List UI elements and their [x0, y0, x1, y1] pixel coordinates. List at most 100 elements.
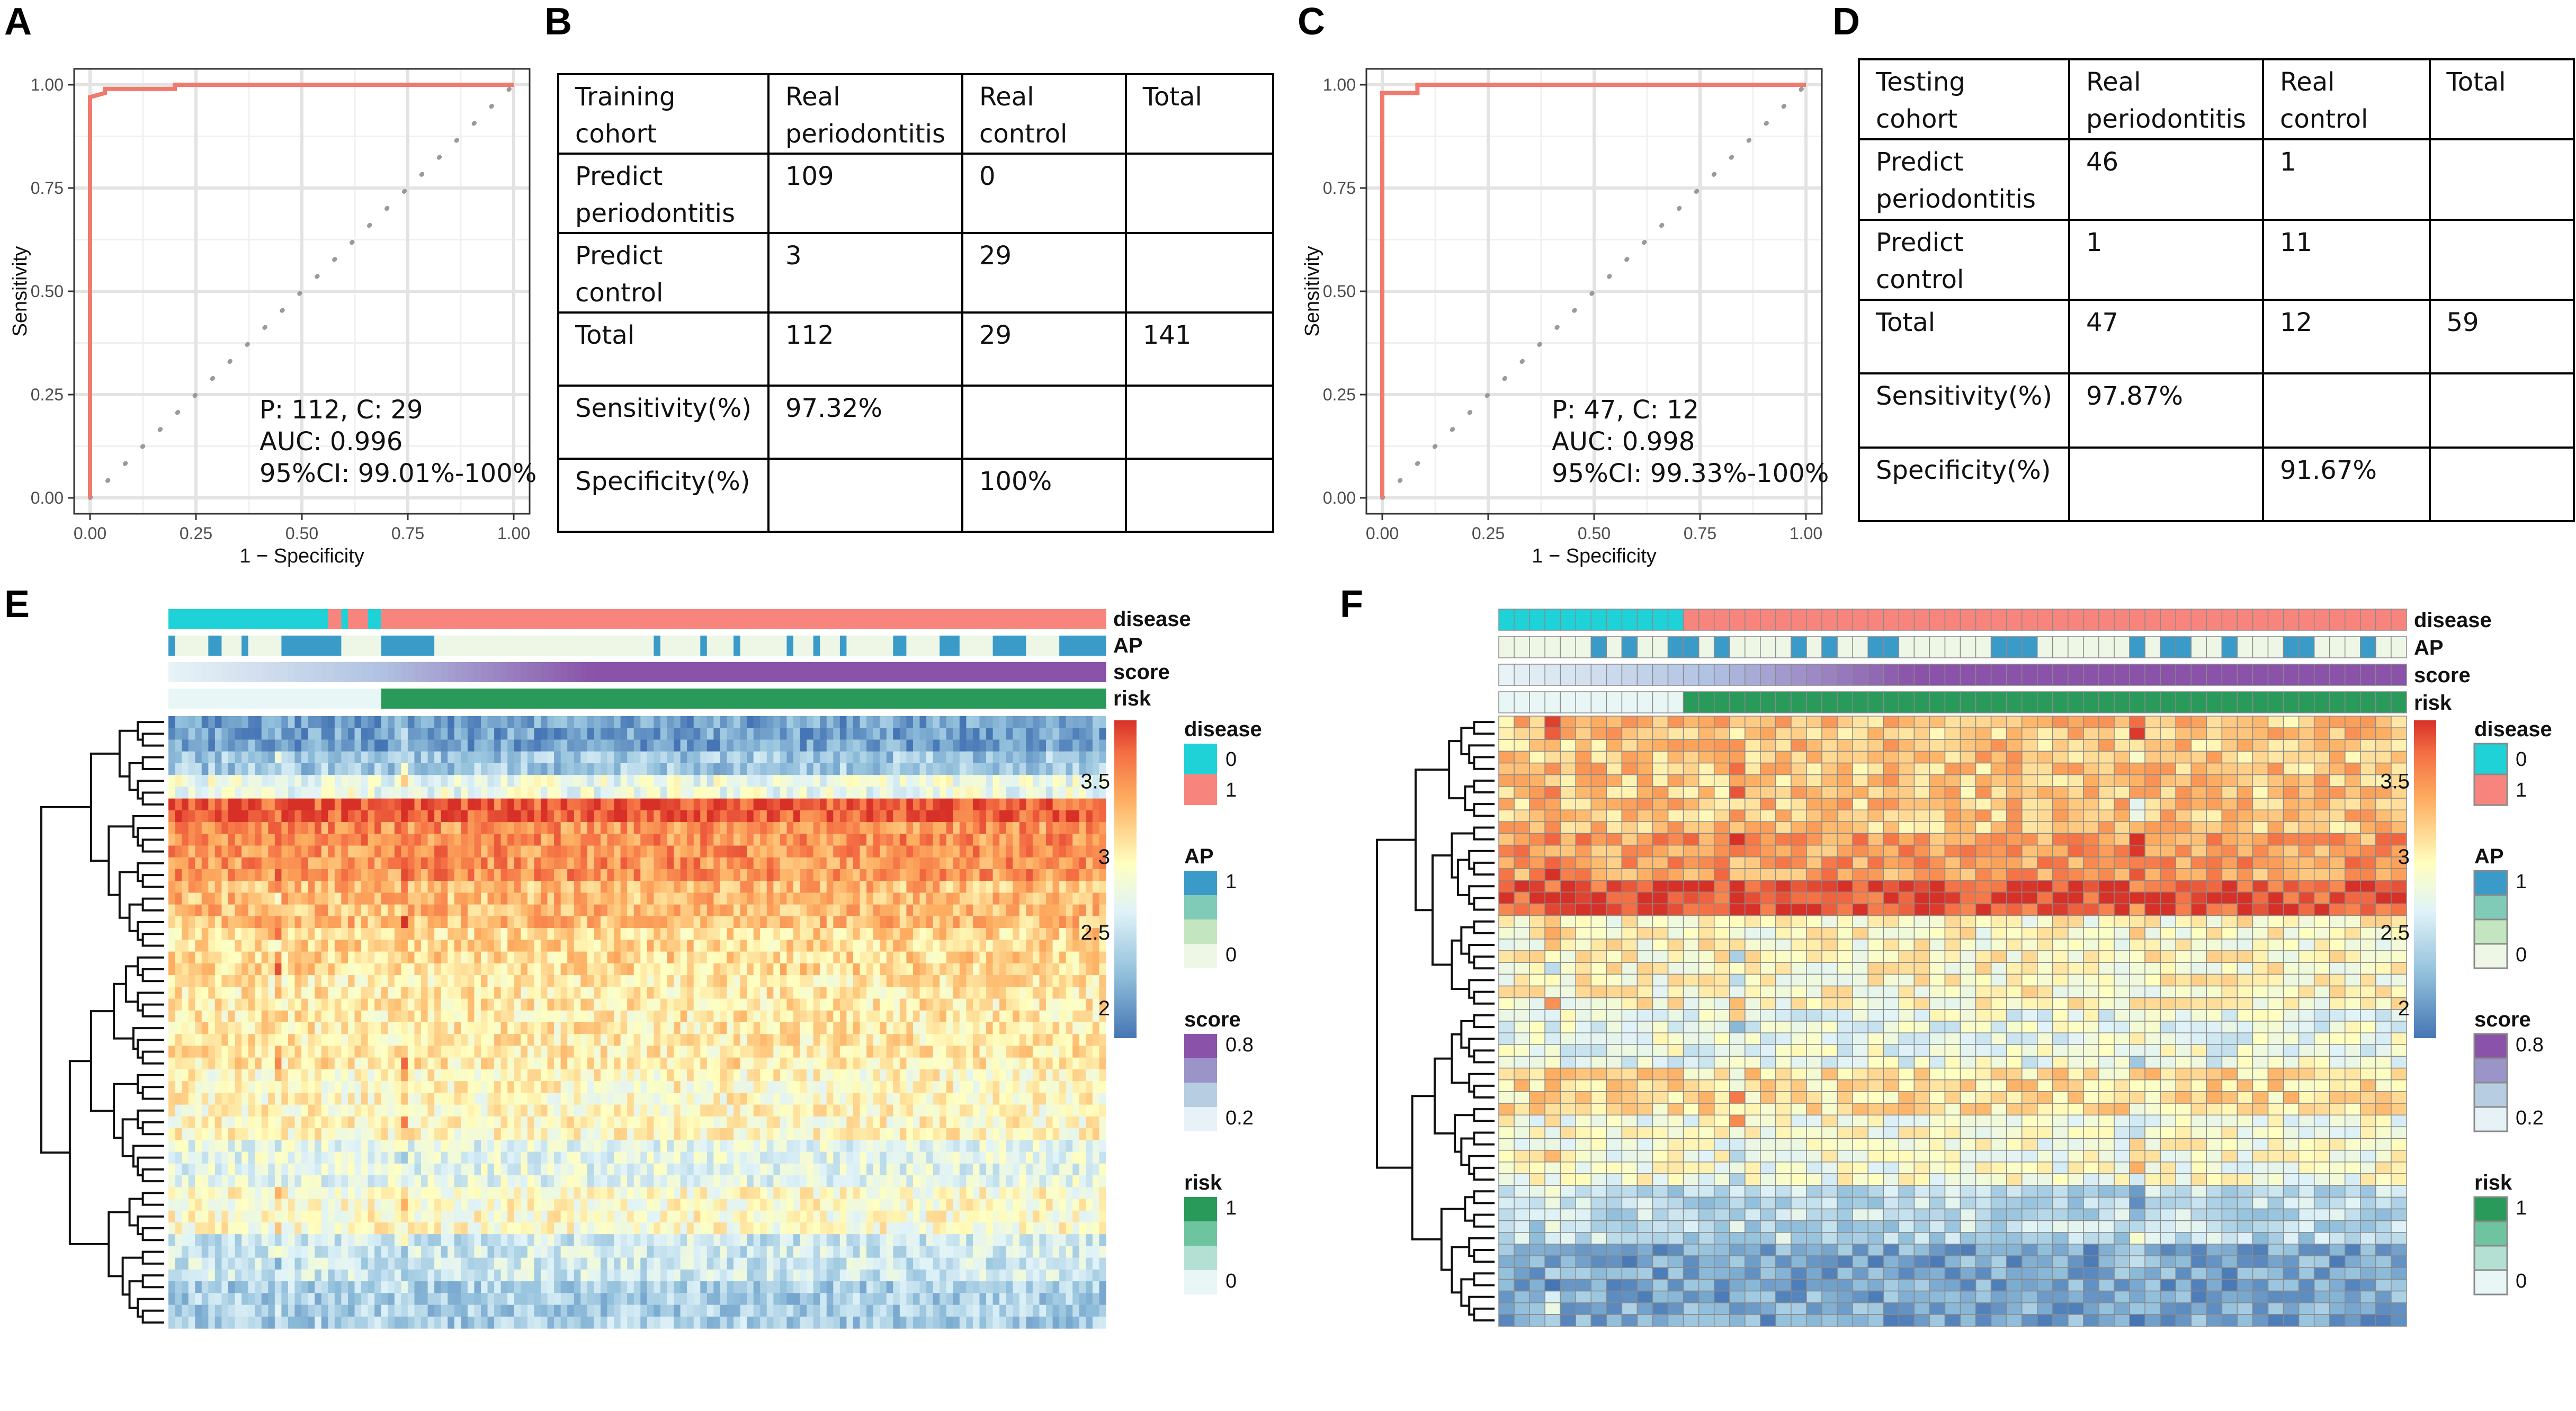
heat-cell [926, 857, 934, 870]
heat-cell [906, 869, 914, 881]
heat-cell [334, 822, 342, 834]
heat-cell [734, 881, 741, 894]
heat-cell [1006, 751, 1013, 764]
heat-cell [674, 798, 681, 811]
heat-cell [940, 798, 947, 811]
heat-cell [341, 822, 348, 834]
heat-cell [281, 751, 289, 764]
heat-cell [1046, 951, 1053, 964]
heat-cell [1006, 1022, 1013, 1034]
heat-cell [487, 739, 495, 752]
heat-cell [1052, 881, 1060, 894]
heat-cell [208, 963, 216, 976]
heat-cell [407, 881, 415, 894]
heat-cell [341, 1046, 348, 1058]
heat-cell [1072, 1057, 1080, 1070]
heat-cell [633, 834, 641, 846]
heat-cell [680, 987, 687, 999]
heat-cell [667, 928, 674, 940]
score-track-cell [454, 662, 461, 682]
heat-cell [208, 822, 216, 834]
heat-cell [600, 940, 608, 952]
score-track-cell [574, 662, 581, 682]
heat-cell [221, 834, 229, 846]
heat-cell [474, 1022, 481, 1034]
heat-cell [780, 1034, 788, 1047]
disease-track-cell [979, 609, 987, 629]
ap-track-cell [866, 636, 874, 656]
disease-track-cell [600, 609, 608, 629]
heat-cell [846, 834, 854, 846]
heat-cell [334, 834, 342, 846]
heat-cell [321, 1057, 328, 1070]
heat-cell [1039, 1057, 1046, 1070]
heat-cell [813, 892, 820, 905]
heat-cell [627, 1046, 634, 1058]
heat-cell [999, 787, 1007, 799]
heat-cell [1059, 904, 1067, 917]
heat-cell [687, 940, 694, 952]
heat-cell [633, 940, 641, 952]
heat-cell [274, 857, 282, 870]
panel-label-b: B [544, 1, 572, 43]
heat-cell [574, 798, 581, 811]
disease-track-cell [800, 609, 807, 629]
heat-cell [594, 1046, 601, 1058]
heat-cell [999, 869, 1007, 881]
disease-track-cell [1086, 609, 1093, 629]
risk-track-cell [182, 689, 189, 709]
heat-cell [946, 916, 953, 928]
table-cell: Sensitivity(%) [557, 385, 770, 460]
heat-cell [228, 963, 236, 976]
heat-cell [374, 963, 382, 976]
heat-cell [547, 763, 554, 775]
heat-cell [441, 928, 448, 940]
heat-cell [926, 940, 934, 952]
disease-track-cell [388, 609, 395, 629]
heat-cell [315, 998, 322, 1011]
risk-track-cell [706, 689, 714, 709]
disease-track-cell [560, 609, 568, 629]
heat-cell [261, 1022, 269, 1034]
heat-cell [800, 857, 807, 870]
heat-cell [175, 1034, 182, 1047]
disease-track-cell [687, 609, 694, 629]
heat-cell [421, 928, 428, 940]
heat-cell [1059, 951, 1067, 964]
heat-cell [1072, 1022, 1080, 1034]
risk-track-cell [1079, 689, 1086, 709]
heat-cell [474, 892, 481, 905]
score-track-cell [1039, 662, 1046, 682]
heat-cell [913, 916, 920, 928]
heat-cell [381, 940, 388, 952]
heat-cell [560, 716, 568, 728]
heat-cell [620, 1046, 628, 1058]
heat-cell [421, 975, 428, 987]
heat-cell [734, 892, 741, 905]
risk-track-cell [674, 689, 681, 709]
heat-cell [1079, 810, 1086, 823]
heat-cell [328, 987, 335, 999]
heat-cell [434, 775, 442, 787]
heat-cell [753, 1057, 761, 1070]
heat-cell [1052, 951, 1060, 964]
heat-cell [354, 963, 362, 976]
heat-cell [594, 728, 601, 740]
heat-cell [893, 963, 900, 976]
heat-cell [766, 845, 774, 858]
heat-cell [919, 857, 927, 870]
heat-cell [341, 787, 348, 799]
heat-cell [394, 928, 401, 940]
heat-cell [208, 775, 216, 787]
heat-cell [175, 1069, 182, 1082]
score-track-cell [959, 662, 967, 682]
heat-cell [567, 810, 575, 823]
heat-cell [381, 822, 388, 834]
heat-cell [820, 869, 827, 881]
heat-cell [1099, 975, 1106, 987]
heat-cell [1099, 1057, 1106, 1070]
heat-cell [614, 1034, 621, 1047]
heat-cell [241, 869, 249, 881]
heat-cell [727, 834, 734, 846]
heat-cell [600, 834, 608, 846]
